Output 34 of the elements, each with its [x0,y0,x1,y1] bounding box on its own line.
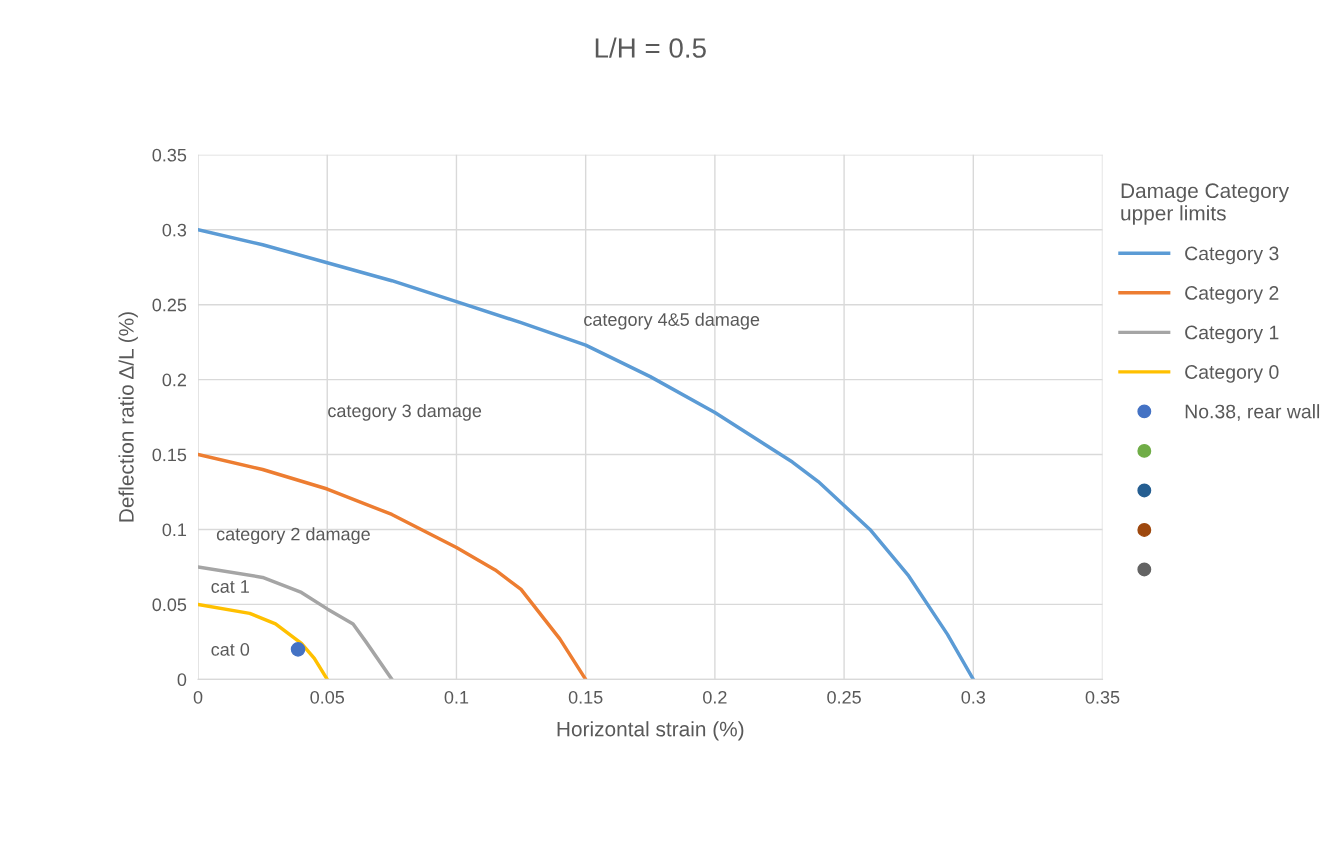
x-tick-label: 0.35 [1085,690,1120,704]
y-tick-label: 0.2 [162,373,187,387]
legend-label: Category 3 [1185,246,1279,265]
x-tick-label: 0.1 [444,690,469,704]
annotation: category 4&5 damage [584,312,760,330]
annotation: cat 1 [211,580,249,593]
x-tick-label: 0.3 [961,690,986,704]
line-series [198,228,976,680]
annotation: category 2 damage [216,527,370,545]
x-tick-label: 0.2 [703,690,727,704]
y-tick-label: 0.05 [152,598,187,612]
y-tick-label: 0.3 [162,223,187,237]
x-axis-title: Horizontal strain (%) [557,721,744,741]
line-series [198,452,588,680]
line-series [198,565,394,680]
x-tick-label: 0 [193,690,203,704]
x-tick-label: 0.15 [568,690,603,704]
legend-title: Damage Category upper limits [1121,183,1290,225]
y-tick-label: 0.35 [152,148,187,162]
chart-title: L/H = 0.5 [595,37,706,58]
y-axis-title: Deflection ratio Δ/L (%) [118,312,138,522]
annotation: cat 0 [211,643,250,656]
legend-label: Category 0 [1185,365,1279,383]
y-tick-label: 0.15 [152,448,187,462]
annotation: category 3 damage [328,403,482,421]
x-tick-label: 0.25 [827,690,861,704]
legend-label: Category 1 [1185,325,1279,344]
y-tick-label: 0.1 [162,523,187,537]
y-tick-label: 0 [177,673,187,687]
legend-label: Category 2 [1185,286,1279,304]
x-tick-label: 0.05 [310,690,345,704]
line-series [198,602,329,680]
legend-label: No.38, rear wall [1185,404,1320,421]
y-tick-label: 0.25 [152,298,187,312]
